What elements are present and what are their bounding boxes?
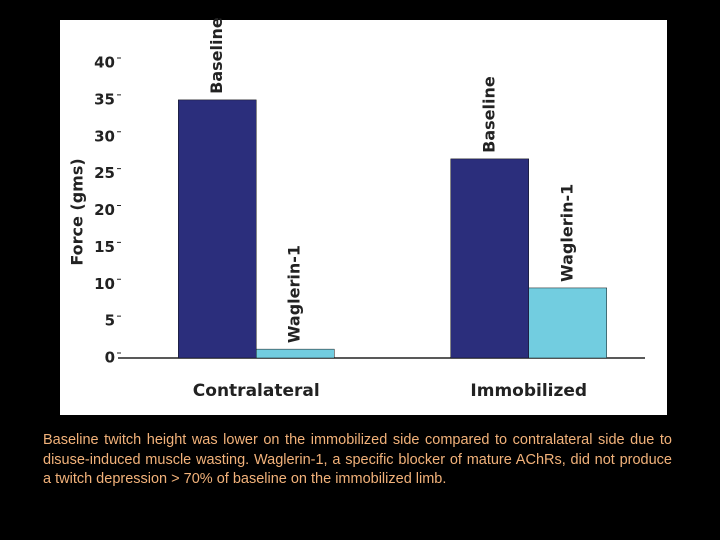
x-tick-label: Contralateral [193, 381, 320, 401]
x-tick-label: Immobilized [470, 381, 587, 401]
series-label: Baseline [479, 76, 498, 153]
series-label: Waglerin-1 [285, 245, 304, 343]
bar [256, 348, 335, 359]
y-tick-label: 10 [94, 275, 115, 293]
y-tick-label: 40 [94, 54, 115, 72]
y-tick-label: 15 [94, 238, 115, 256]
series-label: Waglerin-1 [557, 184, 576, 282]
series-label: Baseline [207, 17, 226, 94]
y-tick-label: 30 [94, 127, 115, 145]
caption: Baseline twitch height was lower on the … [43, 432, 672, 487]
y-tick-label: 20 [94, 201, 115, 219]
bar [450, 158, 529, 359]
y-tick-label: 25 [94, 164, 115, 182]
y-axis-title: Force (gms) [68, 158, 87, 265]
y-tick-label: 0 [105, 349, 115, 367]
y-tick-label: 35 [94, 90, 115, 108]
y-tick-label: 5 [105, 312, 115, 330]
bar [178, 99, 257, 359]
bar [528, 287, 607, 359]
